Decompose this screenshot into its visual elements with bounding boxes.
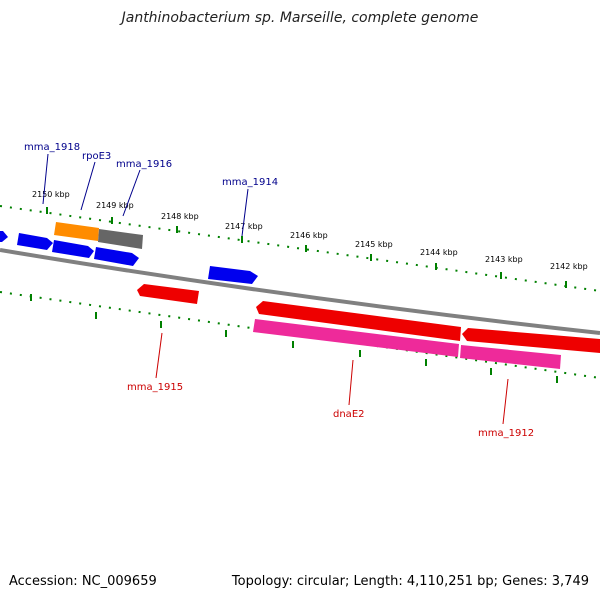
- cds-bar[interactable]: [253, 319, 459, 357]
- scale-label: 2149 kbp: [96, 201, 134, 210]
- genome-backbone: [0, 248, 600, 335]
- lower-tick-track: [0, 291, 600, 383]
- gene-label-mma-1915[interactable]: mma_1915: [127, 382, 183, 393]
- gene-label-mma-1912[interactable]: mma_1912: [478, 428, 534, 439]
- scale-label: 2147 kbp: [225, 222, 263, 231]
- label-connectors: [42, 153, 509, 425]
- scale-label: 2142 kbp: [550, 262, 588, 271]
- gene-arrow-forward[interactable]: [17, 233, 53, 250]
- scale-label: 2150 kbp: [32, 190, 70, 199]
- gene-arrow-forward[interactable]: [94, 247, 139, 266]
- gene-label-mma-1914[interactable]: mma_1914: [222, 177, 278, 188]
- gene-arrow-forward[interactable]: [52, 240, 94, 258]
- gene-label-mma-1918[interactable]: mma_1918: [24, 142, 80, 153]
- map-title: Janthinobacterium sp. Marseille, complet…: [121, 10, 479, 26]
- upper-tick-track: [0, 205, 600, 292]
- genome-summary-text: Topology: circular; Length: 4,110,251 bp…: [231, 574, 589, 589]
- scale-label: 2145 kbp: [355, 240, 393, 249]
- gene-label-dnae2[interactable]: dnaE2: [333, 409, 365, 420]
- cds-bar[interactable]: [460, 345, 561, 369]
- gene-label-mma-1916[interactable]: mma_1916: [116, 159, 172, 170]
- gene-labels: mma_1918 rpoE3 mma_1916 mma_1914 mma_191…: [24, 142, 534, 439]
- forward-genes: [0, 222, 258, 284]
- reverse-genes: [137, 284, 600, 369]
- gene-arrow-reverse[interactable]: [462, 328, 600, 353]
- gene-label-rpoe3[interactable]: rpoE3: [82, 151, 111, 162]
- gene-arrow-forward[interactable]: [0, 231, 8, 242]
- accession-text: Accession: NC_009659: [9, 574, 157, 589]
- gene-arrow-reverse[interactable]: [256, 301, 461, 341]
- scale-label: 2143 kbp: [485, 255, 523, 264]
- scale-label: 2146 kbp: [290, 231, 328, 240]
- scale-labels: 2150 kbp 2149 kbp 2148 kbp 2147 kbp 2146…: [32, 190, 588, 271]
- scale-label: 2144 kbp: [420, 248, 458, 257]
- pseudogene-arrow[interactable]: [98, 229, 143, 249]
- gene-arrow-reverse[interactable]: [137, 284, 199, 304]
- rrna-gene[interactable]: [54, 222, 99, 241]
- gene-arrow-forward[interactable]: [208, 266, 258, 284]
- scale-label: 2148 kbp: [161, 212, 199, 221]
